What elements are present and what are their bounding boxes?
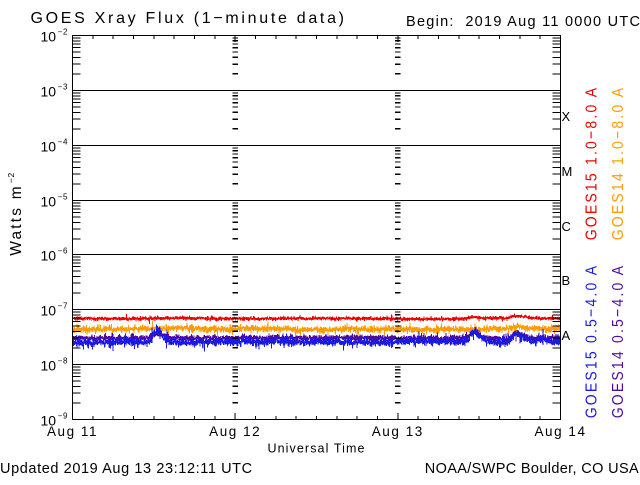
svg-text:Aug 14: Aug 14: [534, 424, 586, 439]
svg-text:NOAA/SWPC Boulder, CO USA: NOAA/SWPC Boulder, CO USA: [425, 461, 639, 477]
svg-text:GOES Xray Flux (1−minute data): GOES Xray Flux (1−minute data): [31, 10, 347, 27]
svg-text:Begin: 2019 Aug 11 0000 UTC: Begin: 2019 Aug 11 0000 UTC: [406, 14, 640, 30]
svg-text:GOES15 1.0−8.0 A: GOES15 1.0−8.0 A: [583, 86, 601, 241]
svg-text:A: A: [562, 328, 571, 343]
svg-text:Aug 13: Aug 13: [372, 424, 424, 439]
svg-text:Aug 12: Aug 12: [209, 424, 261, 439]
svg-text:GOES14 0.5−4.0 A: GOES14 0.5−4.0 A: [609, 264, 627, 419]
svg-text:Updated 2019 Aug 13 23:12:11 U: Updated 2019 Aug 13 23:12:11 UTC: [0, 461, 253, 477]
svg-text:Universal Time: Universal Time: [267, 442, 365, 456]
svg-text:X: X: [562, 109, 571, 124]
svg-text:Watts m−2: Watts m−2: [6, 172, 25, 256]
svg-text:C: C: [562, 219, 571, 234]
svg-text:M: M: [562, 164, 573, 179]
svg-text:Aug 11: Aug 11: [47, 424, 98, 439]
svg-text:B: B: [562, 273, 571, 288]
svg-text:GOES15 0.5−4.0 A: GOES15 0.5−4.0 A: [583, 264, 601, 419]
svg-text:GOES14 1.0−8.0 A: GOES14 1.0−8.0 A: [609, 86, 627, 241]
